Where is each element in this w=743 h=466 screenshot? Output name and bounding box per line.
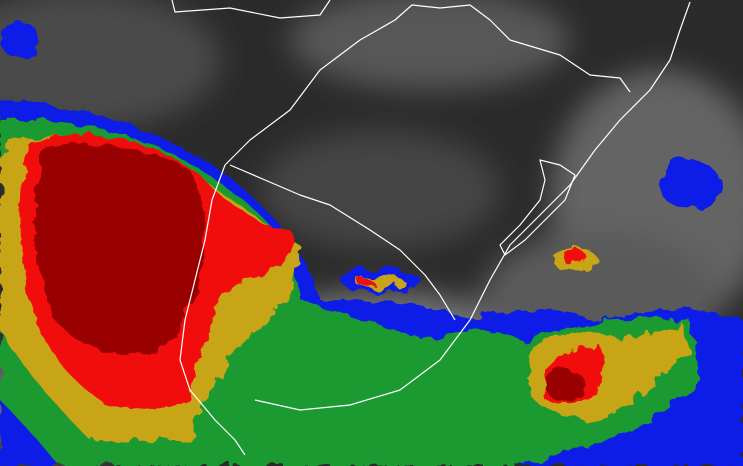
border-uruguay (229, 164, 456, 321)
state-borders (171, 0, 691, 456)
border-rs-north (224, 4, 631, 166)
lagoon (499, 159, 576, 256)
coastline (254, 1, 691, 411)
border-west (179, 164, 246, 456)
dark-red-layer (34, 142, 585, 401)
border-north (171, 0, 331, 19)
convection-layers (0, 22, 743, 466)
